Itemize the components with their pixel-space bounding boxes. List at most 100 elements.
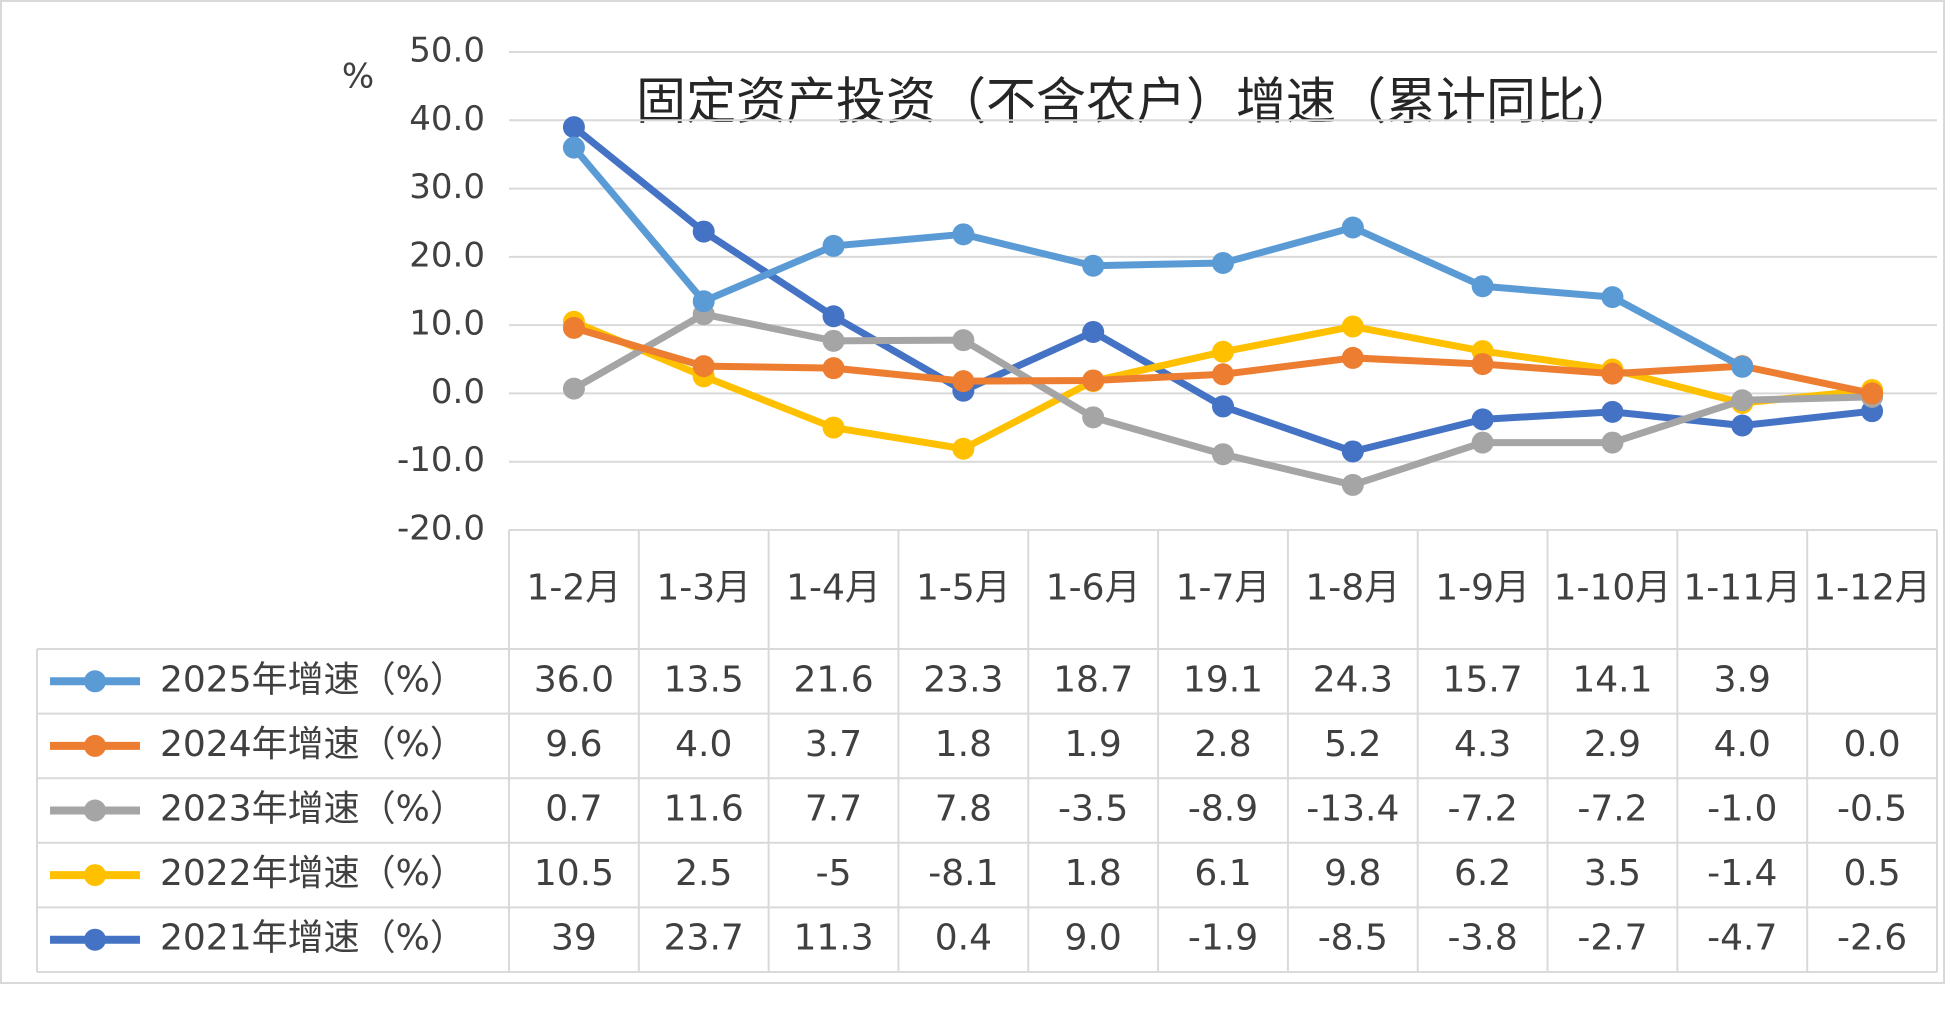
y-tick-label: 40.0 xyxy=(409,99,485,139)
table-value: 14.1 xyxy=(1572,659,1652,700)
data-point xyxy=(952,223,975,246)
table-value: -1.4 xyxy=(1707,853,1777,894)
data-point xyxy=(692,220,715,243)
table-value: 3.9 xyxy=(1714,659,1771,700)
data-point xyxy=(1601,362,1624,385)
data-point xyxy=(1212,252,1234,275)
table-value: 13.5 xyxy=(664,659,744,700)
data-point xyxy=(1341,315,1364,338)
data-point xyxy=(1082,369,1105,392)
table-value: 11.6 xyxy=(664,789,744,830)
table-value: -8.1 xyxy=(928,853,998,894)
table-value: 18.7 xyxy=(1053,659,1133,700)
data-point xyxy=(952,437,975,460)
data-point xyxy=(1861,382,1884,405)
data-point xyxy=(1471,408,1494,431)
table-value: -3.8 xyxy=(1448,918,1518,959)
table-value: -1.9 xyxy=(1188,918,1258,959)
table-value: 19.1 xyxy=(1183,659,1263,700)
table-value: -0.5 xyxy=(1837,789,1907,830)
chart-title: 固定资产投资（不含农户）增速（累计同比） xyxy=(636,73,1636,131)
legend-marker xyxy=(84,734,106,757)
data-point xyxy=(1731,355,1754,378)
table-value: 23.7 xyxy=(664,918,744,959)
x-tick-label: 1-6月 xyxy=(1046,568,1141,609)
data-point xyxy=(1601,400,1624,423)
table-value: 7.7 xyxy=(805,789,862,830)
data-point xyxy=(1601,431,1624,454)
data-point xyxy=(1471,275,1494,298)
data-point xyxy=(692,290,715,313)
table-value: -1.0 xyxy=(1707,789,1777,830)
table-value: 4.0 xyxy=(1714,724,1771,765)
y-tick-label: 10.0 xyxy=(409,304,485,344)
legend-label: 2023年增速（%） xyxy=(160,789,466,830)
table-value: 2.5 xyxy=(675,853,732,894)
data-point xyxy=(1731,414,1754,437)
table-value: -5 xyxy=(816,853,852,894)
x-tick-label: 1-10月 xyxy=(1554,568,1672,609)
data-point xyxy=(822,234,845,257)
table-value: 2.9 xyxy=(1584,724,1641,765)
data-point xyxy=(1212,395,1234,418)
table-value: 1.8 xyxy=(1065,853,1122,894)
legend-label: 2022年增速（%） xyxy=(160,853,466,894)
x-tick-label: 1-7月 xyxy=(1176,568,1271,609)
y-tick-label: 30.0 xyxy=(409,167,485,207)
data-point xyxy=(822,357,845,380)
data-point xyxy=(952,370,975,393)
table-value: 21.6 xyxy=(793,659,873,700)
x-tick-label: 1-9月 xyxy=(1435,568,1530,609)
data-point xyxy=(822,305,845,328)
y-tick-label: 50.0 xyxy=(409,31,485,71)
table-value: 24.3 xyxy=(1313,659,1393,700)
legend-label: 2021年增速（%） xyxy=(160,918,466,959)
data-point xyxy=(1471,353,1494,376)
table-value: -8.9 xyxy=(1188,789,1258,830)
legend-marker xyxy=(84,799,106,822)
table-value: 36.0 xyxy=(534,659,614,700)
table-value: 3.7 xyxy=(805,724,862,765)
data-point xyxy=(1082,254,1105,277)
x-tick-label: 1-4月 xyxy=(786,568,881,609)
table-value: 0.4 xyxy=(935,918,992,959)
table-value: -7.2 xyxy=(1577,789,1647,830)
table-value: 6.1 xyxy=(1194,853,1251,894)
x-tick-label: 1-2月 xyxy=(527,568,622,609)
table-value: 4.3 xyxy=(1454,724,1511,765)
data-point xyxy=(1212,363,1234,386)
table-value: 23.3 xyxy=(923,659,1003,700)
data-point xyxy=(1082,320,1105,343)
data-point xyxy=(1341,216,1364,239)
data-point xyxy=(1212,443,1234,466)
x-tick-label: 1-5月 xyxy=(916,568,1011,609)
y-tick-label: -20.0 xyxy=(397,509,485,549)
table-value: 4.0 xyxy=(675,724,732,765)
table-value: 1.9 xyxy=(1065,724,1122,765)
table-value: -13.4 xyxy=(1306,789,1399,830)
data-point xyxy=(1601,286,1624,309)
y-axis-label: % xyxy=(342,57,374,97)
data-point xyxy=(952,329,975,352)
data-point xyxy=(1341,346,1364,369)
data-point xyxy=(562,116,585,139)
table-value: 3.5 xyxy=(1584,853,1641,894)
data-point xyxy=(1082,406,1105,429)
table-value: -3.5 xyxy=(1058,789,1128,830)
data-point xyxy=(822,416,845,439)
x-tick-label: 1-11月 xyxy=(1683,568,1801,609)
table-value: 0.7 xyxy=(545,789,602,830)
y-tick-label: 20.0 xyxy=(409,235,485,275)
series-line xyxy=(571,145,1744,370)
legend-label: 2025年增速（%） xyxy=(160,659,466,700)
data-point xyxy=(1471,431,1494,454)
data-point xyxy=(1212,340,1234,363)
table-value: 9.0 xyxy=(1065,918,1122,959)
table-value: -4.7 xyxy=(1707,918,1777,959)
x-tick-label: 1-8月 xyxy=(1305,568,1400,609)
legend-marker xyxy=(84,928,106,951)
table-value: 9.6 xyxy=(545,724,602,765)
data-point xyxy=(562,316,585,339)
table-value: 11.3 xyxy=(793,918,873,959)
